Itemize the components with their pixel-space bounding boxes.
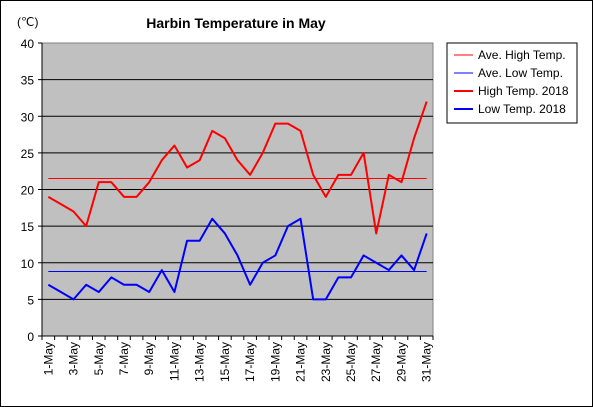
- legend-label: High Temp. 2018: [478, 84, 569, 98]
- x-tick-label: 21-May: [294, 342, 308, 382]
- legend-label: Ave. High Temp.: [478, 48, 566, 62]
- y-axis: 0 5 10 15 20 25 30 35 40: [21, 37, 42, 344]
- y-tick-label: 20: [21, 184, 35, 198]
- x-tick-label: 9-May: [142, 342, 156, 375]
- x-tick-label: 17-May: [243, 342, 257, 382]
- y-tick-label: 0: [27, 330, 34, 344]
- legend-label: Low Temp. 2018: [478, 102, 566, 116]
- series-line-4: [47, 217, 428, 301]
- x-tick-label: 23-May: [319, 342, 333, 382]
- y-tick-label: 25: [21, 147, 35, 161]
- legend-label: Ave. Low Temp.: [478, 66, 563, 80]
- x-tick-label: 3-May: [67, 342, 81, 375]
- grid-lines: [42, 79, 433, 300]
- x-tick-label: 27-May: [369, 342, 383, 382]
- x-tick-label: 7-May: [117, 342, 131, 375]
- series-line-3: [47, 101, 428, 235]
- x-tick-label: 25-May: [344, 342, 358, 382]
- x-axis: 1-May 3-May 5-May 7-May 9-May 11-May 13-May 15-…: [41, 43, 434, 382]
- x-tick-label: 31-May: [420, 342, 434, 382]
- x-tick-label: 1-May: [41, 342, 55, 375]
- x-tick-label: 29-May: [394, 342, 408, 382]
- y-tick-label: 5: [27, 293, 34, 307]
- y-tick-label: 30: [21, 110, 35, 124]
- y-tick-label: 15: [21, 220, 35, 234]
- series-lines: [47, 101, 428, 301]
- x-tick-label: 5-May: [92, 342, 106, 375]
- y-tick-label: 40: [21, 37, 35, 51]
- legend: Ave. High Temp. Ave. Low Temp. High Temp. …: [446, 42, 578, 124]
- y-tick-label: 35: [21, 74, 35, 88]
- y-axis-unit: (℃): [17, 15, 38, 29]
- x-tick-label: 15-May: [218, 342, 232, 382]
- x-tick-label: 11-May: [167, 342, 181, 381]
- y-tick-label: 10: [21, 257, 35, 271]
- x-tick-label: 13-May: [193, 342, 207, 382]
- x-tick-label: 19-May: [268, 342, 282, 382]
- chart-title: Harbin Temperature in May: [146, 15, 326, 31]
